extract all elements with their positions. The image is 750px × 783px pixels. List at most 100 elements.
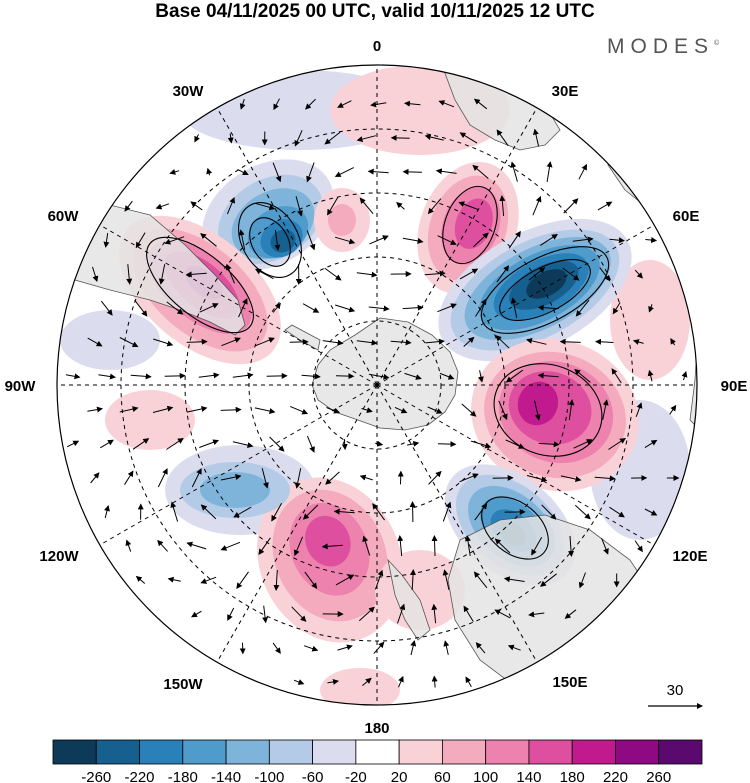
wind-arrow xyxy=(304,571,318,589)
wind-arrow xyxy=(272,162,282,183)
wind-arrow xyxy=(326,407,341,414)
wind-arrow xyxy=(373,641,385,654)
wind-arrow xyxy=(634,540,643,553)
reference-vector: 30 xyxy=(648,682,703,709)
wind-arrow xyxy=(337,644,353,651)
wind-arrow xyxy=(100,439,114,449)
wind-arrow xyxy=(200,504,217,520)
colorbar-swatch xyxy=(225,739,270,765)
modes-logo-text: MODES xyxy=(607,35,715,58)
wind-arrow xyxy=(370,101,387,108)
wind-arrow xyxy=(442,501,452,522)
map-disk xyxy=(57,65,697,705)
wind-arrow xyxy=(465,676,472,687)
colorbar-tick-label: 220 xyxy=(603,769,628,783)
wind-arrow xyxy=(271,503,283,522)
wind-arrow xyxy=(463,605,474,622)
wind-arrow xyxy=(302,303,320,313)
wind-arrow xyxy=(632,339,644,345)
wind-arrow xyxy=(233,506,252,518)
colorbar-swatch xyxy=(182,739,227,765)
wind-arrow xyxy=(341,438,348,451)
wind-arrow xyxy=(153,338,174,347)
copyright-mark: © xyxy=(714,40,720,47)
wind-arrow xyxy=(575,299,590,317)
wind-arrow xyxy=(169,169,180,175)
wind-arrow xyxy=(595,338,614,345)
wind-arrow xyxy=(540,573,557,587)
wind-arrow xyxy=(191,610,202,618)
colorbar-swatch xyxy=(312,739,357,765)
wind-arrow xyxy=(538,441,560,448)
wind-arrow xyxy=(362,677,372,686)
wind-arrow xyxy=(302,504,319,520)
wind-arrow xyxy=(359,474,373,481)
colorbar-tick-label: 60 xyxy=(434,769,451,783)
wind-arrow xyxy=(335,373,355,380)
colorbar-swatch xyxy=(441,739,487,765)
wind-arrow xyxy=(87,337,103,347)
wind-arrow xyxy=(390,339,412,346)
colorbar-swatch xyxy=(485,739,530,765)
wind-arrow xyxy=(559,338,581,345)
wind-arrow xyxy=(397,603,406,624)
wind-arrow xyxy=(532,128,540,147)
anomaly-blob-pos-south-pacific xyxy=(257,477,403,643)
map-title: Base 04/11/2025 00 UTC, valid 10/11/2025… xyxy=(155,1,595,22)
wind-arrow xyxy=(459,132,478,144)
wind-arrow xyxy=(293,536,304,557)
wind-arrow xyxy=(358,606,375,622)
wind-arrow xyxy=(404,100,421,107)
colorbar-tick-label: 140 xyxy=(516,769,541,783)
wind-arrow xyxy=(321,543,343,550)
wind-arrow xyxy=(185,271,207,278)
new-zealand xyxy=(387,558,431,641)
wind-arrow xyxy=(157,539,168,552)
colorbar-tick-label: 100 xyxy=(473,769,498,783)
wind-arrow xyxy=(494,538,511,554)
lon-label-120w: 120W xyxy=(39,548,79,565)
wind-arrow xyxy=(236,571,249,590)
lon-label-60w: 60W xyxy=(48,208,80,225)
wind-arrow xyxy=(424,270,446,277)
wind-arrow xyxy=(135,575,146,584)
wind-arrow xyxy=(272,642,281,654)
wind-arrow xyxy=(362,535,371,556)
colorbar-swatch xyxy=(571,739,616,765)
wind-arrow xyxy=(226,263,235,284)
wind-arrow xyxy=(496,129,509,147)
colorbar-swatch xyxy=(95,739,140,765)
wind-arrow xyxy=(425,338,445,345)
contour-neg-australia xyxy=(481,496,549,560)
wind-vectors xyxy=(65,98,688,688)
wind-arrow xyxy=(306,162,315,183)
wind-arrow xyxy=(573,439,593,449)
wind-arrow xyxy=(238,229,246,250)
colorbar-swatch xyxy=(52,739,97,765)
wind-arrow xyxy=(206,167,213,176)
wind-arrow xyxy=(443,640,450,655)
wind-arrow xyxy=(227,607,235,621)
wind-arrow xyxy=(272,302,281,313)
graticule xyxy=(57,65,697,705)
anomaly-blob-pos-east-indian-ocean xyxy=(471,338,639,492)
wind-arrow xyxy=(394,406,408,414)
colorbar-tick-label: -140 xyxy=(211,769,241,783)
wind-arrow xyxy=(472,164,489,179)
wind-arrow xyxy=(191,468,202,488)
wind-arrow xyxy=(464,535,471,556)
south-america xyxy=(59,204,246,336)
wind-arrow xyxy=(186,541,207,550)
lon-label-0: 0 xyxy=(373,38,381,55)
wind-arrow xyxy=(599,267,611,282)
longitude-labels: 0 30E 60E 90E 120E 150E 180 150W 120W 90… xyxy=(5,38,748,737)
wind-arrow xyxy=(220,406,242,413)
wind-arrow xyxy=(200,576,217,584)
anomaly-shading xyxy=(60,65,690,705)
wind-arrow xyxy=(442,569,450,590)
wind-arrow xyxy=(396,202,405,210)
wind-arrow xyxy=(87,406,103,413)
wind-arrow xyxy=(503,576,525,583)
wind-arrow xyxy=(361,407,373,413)
